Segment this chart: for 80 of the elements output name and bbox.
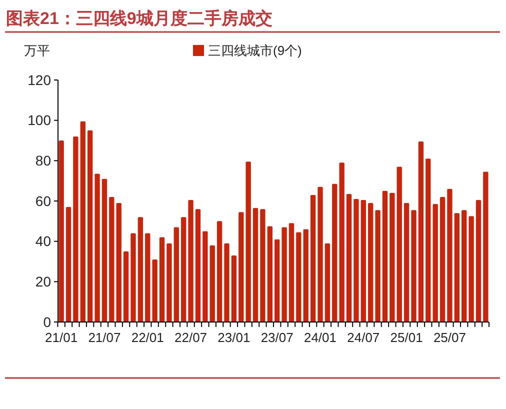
bar xyxy=(404,203,410,322)
x-tick-label: 24/07 xyxy=(347,330,380,345)
bar xyxy=(368,203,374,322)
bar xyxy=(418,142,424,322)
bar xyxy=(468,216,474,322)
bar xyxy=(426,158,431,322)
bar xyxy=(252,208,258,322)
bar xyxy=(109,196,114,322)
x-tick-label: 24/01 xyxy=(304,330,337,345)
x-tick-label: 21/07 xyxy=(88,330,121,345)
bar xyxy=(332,184,338,322)
bar xyxy=(324,243,330,322)
bar xyxy=(354,198,359,322)
bar xyxy=(181,217,186,322)
y-tick-label: 20 xyxy=(35,274,52,290)
y-tick-label: 120 xyxy=(28,72,52,88)
bar xyxy=(130,233,136,322)
x-tick-label: 22/07 xyxy=(174,330,208,345)
bar xyxy=(94,174,100,322)
bar xyxy=(145,233,150,322)
bar xyxy=(195,209,201,322)
x-tick-label: 22/01 xyxy=(131,330,164,345)
bar xyxy=(454,213,460,322)
bar xyxy=(188,200,194,322)
bar xyxy=(58,140,64,322)
bar xyxy=(102,178,108,322)
bar xyxy=(224,243,230,322)
bar xyxy=(296,232,302,322)
bar xyxy=(447,188,452,322)
bar xyxy=(375,210,380,322)
bar xyxy=(274,239,280,322)
bar xyxy=(318,186,323,322)
bar xyxy=(483,172,488,322)
bar xyxy=(159,237,165,322)
bar xyxy=(138,217,144,322)
bar xyxy=(382,190,388,322)
bar xyxy=(282,227,287,322)
bar xyxy=(116,203,122,322)
bar xyxy=(411,210,416,322)
x-tick-label: 23/01 xyxy=(218,330,250,345)
bar xyxy=(476,200,482,322)
y-tick-label: 40 xyxy=(35,233,52,250)
y-axis-title: 万平 xyxy=(24,43,50,58)
bar xyxy=(216,221,222,322)
bar xyxy=(346,194,352,322)
y-tick-label: 100 xyxy=(28,112,52,128)
bar xyxy=(80,121,86,322)
bar xyxy=(66,207,72,322)
y-tick-label: 80 xyxy=(35,152,52,169)
bar xyxy=(210,245,215,322)
bar xyxy=(166,243,172,322)
bar xyxy=(174,227,179,322)
bar xyxy=(462,210,467,322)
bar xyxy=(123,251,129,322)
bar xyxy=(260,209,266,322)
bar xyxy=(303,229,308,322)
x-tick-label: 23/07 xyxy=(260,330,294,345)
bar xyxy=(73,136,78,322)
bar xyxy=(288,223,294,322)
bar xyxy=(152,259,158,322)
x-tick-label: 21/01 xyxy=(45,330,78,345)
x-tick-label: 25/01 xyxy=(390,330,423,345)
legend-label: 三四线城市(9个) xyxy=(208,43,302,58)
bar xyxy=(246,162,251,322)
bar xyxy=(396,166,402,322)
bar xyxy=(339,162,344,322)
bar xyxy=(267,226,272,322)
bar xyxy=(390,192,395,322)
bar xyxy=(310,194,316,322)
bar xyxy=(238,212,244,322)
y-tick-label: 60 xyxy=(35,192,52,209)
bar xyxy=(360,200,366,322)
bar xyxy=(202,231,208,322)
x-tick-label: 25/07 xyxy=(433,330,466,345)
chart-title: 图表21：三四线9城月度二手房成交 xyxy=(6,9,272,28)
y-tick-label: 0 xyxy=(43,314,52,330)
bar xyxy=(231,255,237,322)
bar xyxy=(432,204,438,322)
bar xyxy=(440,196,446,322)
bar xyxy=(87,130,93,322)
